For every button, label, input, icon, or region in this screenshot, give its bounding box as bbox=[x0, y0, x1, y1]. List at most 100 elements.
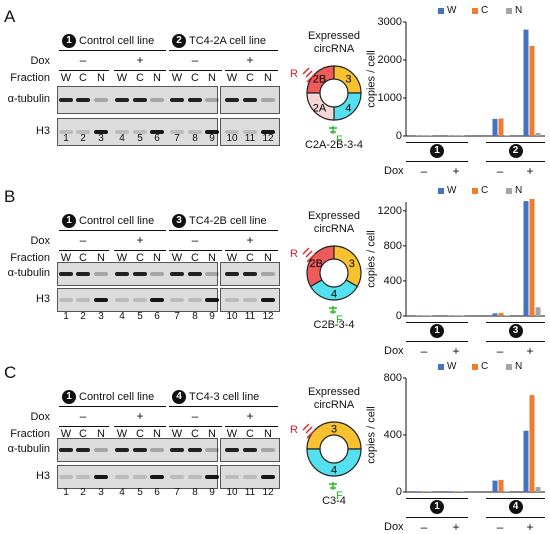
x-group-bracket bbox=[406, 142, 468, 143]
y-tick-label: 400 bbox=[384, 430, 402, 441]
bar-W bbox=[493, 119, 498, 136]
bar-W bbox=[448, 491, 453, 492]
x-group-number: 2 bbox=[509, 144, 523, 158]
bar-C bbox=[530, 199, 535, 316]
cell-line-2-number: 4 bbox=[172, 390, 186, 404]
alpha-tubulin-label: α-tubulin bbox=[8, 444, 50, 455]
legend-label: W bbox=[447, 362, 456, 372]
bar-chart bbox=[406, 378, 547, 494]
x-group-underline bbox=[486, 161, 545, 162]
cell-line-1-number: 1 bbox=[62, 34, 76, 48]
cell-line-2-number: 3 bbox=[172, 214, 186, 228]
legend-label: W bbox=[447, 186, 456, 196]
x-dox-sign: + bbox=[452, 345, 459, 357]
bar-W bbox=[524, 201, 529, 316]
x-dox-label: Dox bbox=[384, 522, 404, 533]
dox-label: Dox bbox=[30, 236, 50, 247]
lane-number: 1 bbox=[63, 488, 69, 498]
x-group-number: 1 bbox=[430, 144, 444, 158]
primer-r-label: R bbox=[290, 249, 298, 260]
y-tick-label: 2000 bbox=[378, 55, 402, 66]
dox-sign: + bbox=[136, 234, 143, 246]
y-tick-label: 0 bbox=[396, 487, 402, 498]
legend-swatch bbox=[438, 8, 444, 14]
fraction-letter: W bbox=[172, 73, 182, 84]
cell-line-1-label: Control cell line bbox=[79, 392, 154, 403]
legend-swatch bbox=[472, 8, 478, 14]
lane-number: 11 bbox=[245, 312, 255, 322]
lane-number: 5 bbox=[137, 134, 143, 144]
bar-W bbox=[524, 431, 529, 492]
h3-bands bbox=[57, 288, 287, 312]
dox-underline bbox=[114, 70, 166, 71]
x-dox-sign: + bbox=[452, 521, 459, 533]
legend-label: C bbox=[481, 186, 488, 196]
x-group-number: 1 bbox=[430, 500, 444, 514]
alpha-tubulin-label: α-tubulin bbox=[8, 94, 50, 105]
lane-number: 3 bbox=[98, 488, 104, 498]
lane-number: 9 bbox=[209, 134, 215, 144]
lane-number: 10 bbox=[226, 312, 237, 322]
x-dox-sign: – bbox=[421, 521, 428, 533]
bar-C bbox=[422, 491, 427, 492]
legend-label: C bbox=[481, 6, 488, 16]
x-dox-sign: + bbox=[526, 521, 533, 533]
lane-number: 11 bbox=[245, 134, 255, 144]
fraction-letter: C bbox=[191, 73, 199, 84]
panel-letter: B bbox=[4, 188, 15, 205]
legend-label: N bbox=[515, 362, 522, 372]
x-group-underline bbox=[406, 341, 468, 342]
y-tick-label: 800 bbox=[384, 241, 402, 252]
legend-swatch bbox=[506, 364, 512, 370]
fraction-letter: C bbox=[79, 73, 87, 84]
dox-sign: – bbox=[80, 410, 87, 422]
x-group-underline bbox=[486, 517, 545, 518]
lane-number: 8 bbox=[192, 488, 198, 498]
dox-sign: – bbox=[80, 54, 87, 66]
lane-number: 6 bbox=[154, 488, 160, 498]
dox-label: Dox bbox=[30, 412, 50, 423]
lane-number: 4 bbox=[119, 134, 125, 144]
x-dox-label: Dox bbox=[384, 346, 404, 357]
lane-number: 1 bbox=[63, 134, 69, 144]
y-axis-label: copies / cell bbox=[367, 230, 378, 287]
lane-number: 12 bbox=[262, 488, 273, 498]
y-tick-label: 400 bbox=[384, 276, 402, 287]
legend-swatch bbox=[438, 188, 444, 194]
lane-number: 2 bbox=[80, 488, 86, 498]
legend-swatch bbox=[506, 8, 512, 14]
bar-C bbox=[454, 491, 459, 492]
legend-swatch bbox=[506, 188, 512, 194]
bar-W bbox=[493, 313, 498, 316]
bar-N bbox=[460, 491, 465, 492]
bar-N bbox=[505, 491, 510, 492]
x-group-underline bbox=[406, 517, 468, 518]
x-group-bracket bbox=[486, 322, 545, 323]
lane-number: 12 bbox=[262, 312, 273, 322]
dox-underline bbox=[225, 70, 278, 71]
x-dox-sign: – bbox=[497, 345, 504, 357]
bar-W bbox=[524, 30, 529, 136]
bar-C bbox=[530, 395, 535, 492]
construct-label: C3-4 bbox=[322, 496, 346, 507]
fraction-letter: N bbox=[153, 73, 161, 84]
primer-r-label: R bbox=[290, 425, 298, 436]
alpha-tubulin-label: α-tubulin bbox=[8, 268, 50, 279]
legend-label: C bbox=[481, 362, 488, 372]
legend-swatch bbox=[472, 188, 478, 194]
y-tick-label: 0 bbox=[396, 311, 402, 322]
bar-C bbox=[499, 313, 504, 316]
legend-swatch bbox=[438, 364, 444, 370]
lane-number: 2 bbox=[80, 312, 86, 322]
h3-label: H3 bbox=[36, 294, 50, 305]
dox-sign: + bbox=[136, 54, 143, 66]
dox-sign: + bbox=[246, 234, 253, 246]
dox-sign: + bbox=[136, 410, 143, 422]
y-axis-label: copies / cell bbox=[367, 406, 378, 463]
bar-N bbox=[536, 307, 541, 316]
x-group-number: 4 bbox=[509, 500, 523, 514]
lane-number: 12 bbox=[262, 134, 273, 144]
x-dox-sign: + bbox=[452, 165, 459, 177]
x-dox-sign: – bbox=[497, 521, 504, 533]
dox-label: Dox bbox=[30, 56, 50, 67]
